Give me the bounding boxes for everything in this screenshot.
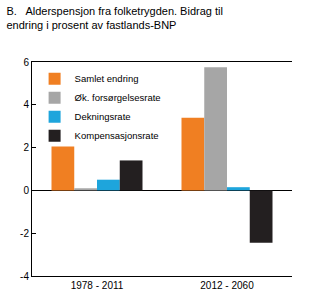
svg-text:2012 - 2060: 2012 - 2060 [200,280,254,291]
svg-text:-4: -4 [20,271,29,282]
svg-text:2: 2 [23,142,29,153]
svg-text:Øk. forsørgelsesrate: Øk. forsørgelsesrate [75,92,161,103]
svg-text:-2: -2 [20,228,29,239]
svg-text:B. Alderspensjon fra folketr: B. Alderspensjon fra folketrygden. Bidra… [6,5,222,31]
svg-text:Dekningsrate: Dekningsrate [75,111,131,122]
svg-text:4: 4 [23,99,29,110]
svg-text:6: 6 [23,57,29,68]
svg-text:1978 - 2011: 1978 - 2011 [71,280,124,291]
svg-text:Samlet endring: Samlet endring [75,73,139,84]
svg-text:Kompensasjonsrate: Kompensasjonsrate [75,130,159,141]
svg-text:0: 0 [23,185,29,196]
